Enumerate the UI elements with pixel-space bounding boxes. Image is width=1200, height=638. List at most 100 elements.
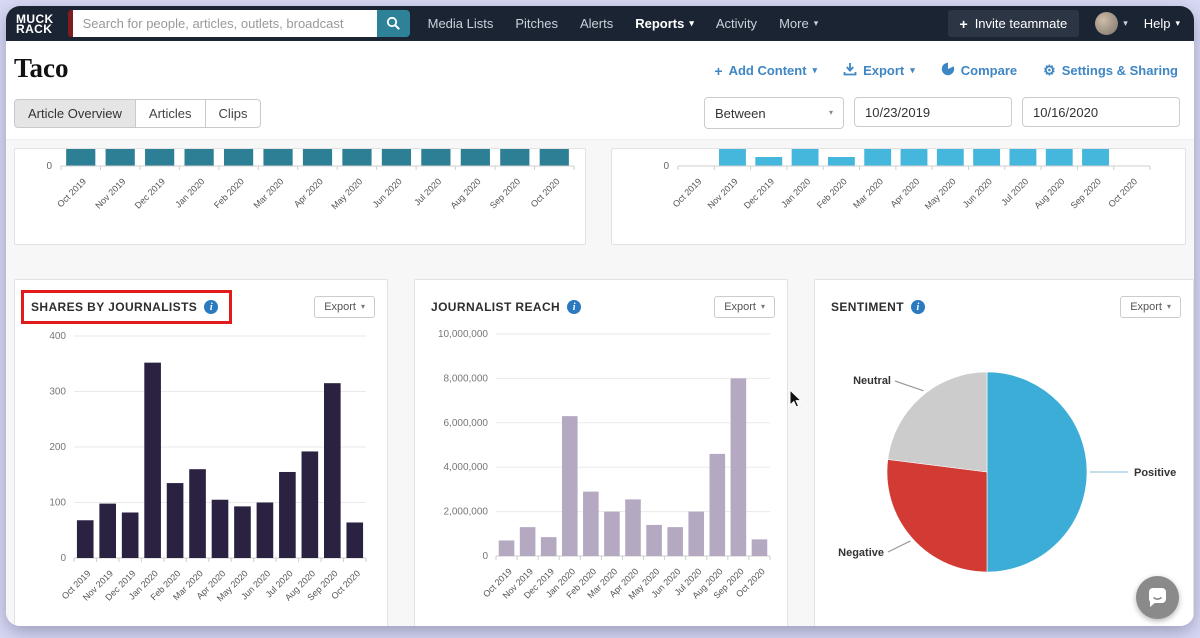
tab-article-overview[interactable]: Article Overview <box>14 98 136 128</box>
svg-text:0: 0 <box>663 161 669 172</box>
nav-item-alerts[interactable]: Alerts <box>580 16 613 31</box>
svg-text:300: 300 <box>49 387 66 398</box>
svg-text:Mar 2020: Mar 2020 <box>851 176 885 210</box>
svg-text:May 2020: May 2020 <box>329 176 364 211</box>
svg-text:Feb 2020: Feb 2020 <box>212 176 246 210</box>
chevron-down-icon: ▾ <box>1175 18 1180 28</box>
chevron-down-icon: ▾ <box>828 108 833 117</box>
shares-by-journalists-card: SHARES BY JOURNALISTS i Export ▾ 0 100 200… <box>14 279 388 626</box>
search-input[interactable] <box>72 10 377 37</box>
export-button[interactable]: Export ▾ <box>1120 296 1181 318</box>
info-icon[interactable]: i <box>204 300 219 314</box>
svg-text:Dec 2019: Dec 2019 <box>742 176 776 210</box>
export-button[interactable]: Export ▾ <box>843 62 915 79</box>
nav-item-activity[interactable]: Activity <box>716 16 757 31</box>
export-button[interactable]: Export ▾ <box>714 296 775 318</box>
export-label: Export <box>324 301 356 313</box>
gear-icon: ⚙ <box>1043 62 1056 78</box>
invite-teammate-label: Invite teammate <box>974 16 1068 31</box>
date-range-operator-select[interactable]: Between ▾ <box>704 97 844 129</box>
invite-teammate-button[interactable]: + Invite teammate <box>947 10 1080 37</box>
compare-button[interactable]: Compare <box>941 62 1017 79</box>
action-label: Settings & Sharing <box>1061 63 1178 78</box>
tab-articles[interactable]: Articles <box>134 98 206 128</box>
export-button[interactable]: Export ▾ <box>314 296 375 318</box>
end-date-input[interactable] <box>1022 97 1180 127</box>
nav-item-label: More <box>779 16 809 31</box>
svg-text:Aug 2020: Aug 2020 <box>1032 176 1066 210</box>
chevron-down-icon: ▾ <box>910 65 915 75</box>
user-menu[interactable]: ▾ <box>1095 12 1128 35</box>
avatar <box>1095 12 1119 35</box>
chat-launcher-button[interactable] <box>1136 576 1179 619</box>
nav-item-reports[interactable]: Reports ▾ <box>635 16 694 31</box>
help-menu[interactable]: Help ▾ <box>1144 16 1180 31</box>
card-title: JOURNALIST REACH <box>431 300 561 314</box>
add-content-button[interactable]: + Add Content ▾ <box>714 63 817 78</box>
svg-text:Jan 2020: Jan 2020 <box>779 176 812 209</box>
svg-text:Feb 2020: Feb 2020 <box>815 176 849 210</box>
date-filters: Between ▾ <box>704 97 1180 129</box>
primary-nav: Media Lists Pitches Alerts Reports ▾ Activity… <box>428 16 819 31</box>
action-label: Add Content <box>728 63 807 78</box>
svg-text:200: 200 <box>49 442 66 453</box>
sentiment-card: SENTIMENT i Export ▾ Positive Negative Neu… <box>814 279 1194 626</box>
svg-text:Nov 2019: Nov 2019 <box>93 176 127 210</box>
svg-text:Mar 2020: Mar 2020 <box>251 176 285 210</box>
card-header: SENTIMENT i Export ▾ <box>815 280 1193 318</box>
logo-line-2: RACK <box>16 21 53 36</box>
svg-text:6,000,000: 6,000,000 <box>444 418 489 429</box>
svg-text:Sep 2020: Sep 2020 <box>488 176 522 210</box>
chevron-down-icon: ▾ <box>812 65 818 75</box>
start-date-input[interactable] <box>854 97 1012 127</box>
nav-item-media-lists[interactable]: Media Lists <box>428 16 494 31</box>
svg-text:Oct 2019: Oct 2019 <box>55 176 88 209</box>
nav-item-pitches[interactable]: Pitches <box>515 16 558 31</box>
svg-text:100: 100 <box>49 498 66 509</box>
svg-text:4,000,000: 4,000,000 <box>444 462 489 473</box>
svg-text:Sep 2020: Sep 2020 <box>1069 176 1103 210</box>
date-range-operator-value: Between <box>715 105 766 121</box>
search-left-accent <box>67 10 73 37</box>
card-title-wrap: SHARES BY JOURNALISTS i <box>21 290 233 324</box>
card-title-wrap: SENTIMENT i <box>831 300 925 314</box>
journalist-reach-chart: 0 2,000,000 4,000,000 6,000,000 8,000,000 10,… <box>438 329 771 601</box>
journalist-reach-card: JOURNALIST REACH i Export ▾ 0 2,000,000 4,… <box>414 279 788 626</box>
topbar-right: + Invite teammate ▾ Help ▾ <box>947 10 1180 37</box>
global-search <box>67 10 410 37</box>
nav-item-label: Pitches <box>515 16 558 31</box>
info-icon[interactable]: i <box>567 300 582 314</box>
export-label: Export <box>1130 301 1162 313</box>
muckrack-logo[interactable]: MUCK RACK <box>16 13 54 36</box>
chevron-down-icon: ▾ <box>760 302 765 311</box>
report-page: Taco + Add Content ▾ Export ▾ Compare ⚙ Setting… <box>6 41 1194 626</box>
card-title-wrap: JOURNALIST REACH i <box>431 300 582 314</box>
search-button[interactable] <box>376 10 410 37</box>
svg-text:Negative: Negative <box>838 547 884 559</box>
report-toolbar: Article Overview Articles Clips Between ▾ <box>6 83 1194 139</box>
tab-clips[interactable]: Clips <box>204 98 262 128</box>
top-navigation-bar: MUCK RACK Media Lists Pitches Alerts Report… <box>6 6 1194 41</box>
info-icon[interactable]: i <box>910 300 925 314</box>
svg-text:Apr 2020: Apr 2020 <box>889 176 922 209</box>
compare-pie-icon <box>941 62 955 79</box>
plus-icon: + <box>714 62 723 79</box>
truncated-chart-card-right: 0 Oct 2019 Nov 2019 Dec 2019 Jan 2020 Feb 202… <box>611 148 1186 245</box>
svg-text:0: 0 <box>46 161 52 172</box>
svg-text:Neutral: Neutral <box>853 375 891 387</box>
export-label: Export <box>724 301 756 313</box>
top-charts-row: 0 Oct 2019 Nov 2019 Dec 2019 Jan 2020 Feb 202… <box>14 148 1186 245</box>
action-label: Compare <box>960 63 1018 78</box>
bottom-charts-row: SHARES BY JOURNALISTS i Export ▾ 0 100 200… <box>14 279 1194 626</box>
page-header: Taco + Add Content ▾ Export ▾ Compare ⚙ Setting… <box>6 41 1194 83</box>
action-label: Export <box>863 63 905 78</box>
truncated-chart-card-left: 0 Oct 2019 Nov 2019 Dec 2019 Jan 2020 Feb 202… <box>14 148 587 245</box>
settings-sharing-button[interactable]: ⚙ Settings & Sharing <box>1043 62 1178 79</box>
card-title: SHARES BY JOURNALISTS <box>31 300 198 314</box>
card-header: JOURNALIST REACH i Export ▾ <box>415 280 787 318</box>
nav-item-label: Activity <box>715 16 758 31</box>
help-label: Help <box>1143 16 1171 31</box>
nav-item-more[interactable]: More ▾ <box>779 16 818 31</box>
